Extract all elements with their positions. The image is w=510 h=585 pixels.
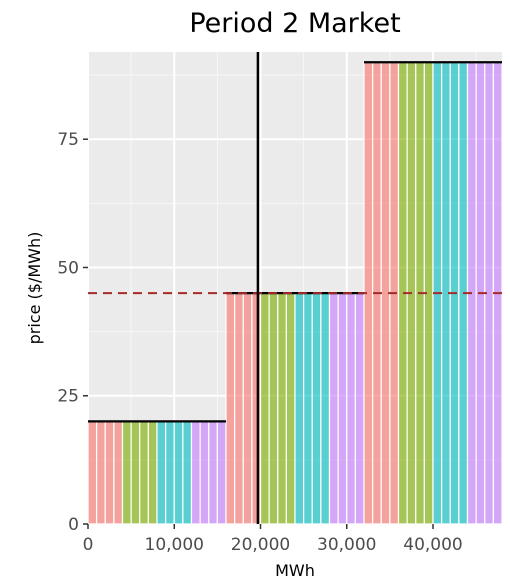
supply-bar xyxy=(190,420,201,525)
x-tick-label: 30,000 xyxy=(317,535,376,555)
supply-bar xyxy=(216,420,227,525)
supply-bar xyxy=(285,292,296,525)
supply-bar xyxy=(242,292,253,525)
supply-bar xyxy=(354,292,365,525)
supply-step-lines xyxy=(88,61,502,423)
y-axis: 0 25 50 75 xyxy=(57,130,88,535)
supply-bar xyxy=(346,292,356,525)
x-axis-title: MWh xyxy=(275,561,315,580)
supply-bar xyxy=(294,292,305,525)
supply-bar xyxy=(96,420,106,525)
y-tick-label: 25 xyxy=(57,387,79,407)
supply-bar xyxy=(87,420,98,525)
supply-bar xyxy=(130,420,141,525)
chart-title: Period 2 Market xyxy=(189,8,400,39)
supply-bar xyxy=(104,420,115,525)
supply-bar xyxy=(303,292,313,525)
supply-bar xyxy=(121,420,132,525)
supply-bar xyxy=(337,292,348,525)
supply-bar xyxy=(320,292,331,525)
supply-bar xyxy=(268,292,279,525)
supply-bar xyxy=(156,420,167,525)
supply-bar xyxy=(225,292,236,525)
supply-bar xyxy=(277,292,287,525)
supply-bar xyxy=(165,420,175,525)
x-tick-label: 10,000 xyxy=(145,535,204,555)
supply-bar xyxy=(208,420,218,525)
supply-bar xyxy=(199,420,210,525)
supply-bar xyxy=(113,420,124,525)
x-tick-label: 20,000 xyxy=(231,535,290,555)
supply-bar xyxy=(311,292,322,525)
supply-bar xyxy=(234,292,244,525)
supply-bar xyxy=(139,420,149,525)
x-tick-label: 40,000 xyxy=(403,535,462,555)
supply-bar xyxy=(259,292,270,525)
y-axis-title: price ($/MWh) xyxy=(25,232,44,345)
supply-bar xyxy=(328,292,339,525)
supply-bar xyxy=(147,420,158,525)
x-axis: 0 10,000 20,000 30,000 40,000 xyxy=(83,524,463,555)
supply-bar xyxy=(173,420,184,525)
x-tick-label: 0 xyxy=(83,535,94,555)
supply-bar xyxy=(251,292,262,525)
y-tick-label: 50 xyxy=(57,258,79,278)
y-tick-label: 75 xyxy=(57,130,79,150)
supply-bar xyxy=(182,420,193,525)
y-tick-label: 0 xyxy=(68,515,79,535)
